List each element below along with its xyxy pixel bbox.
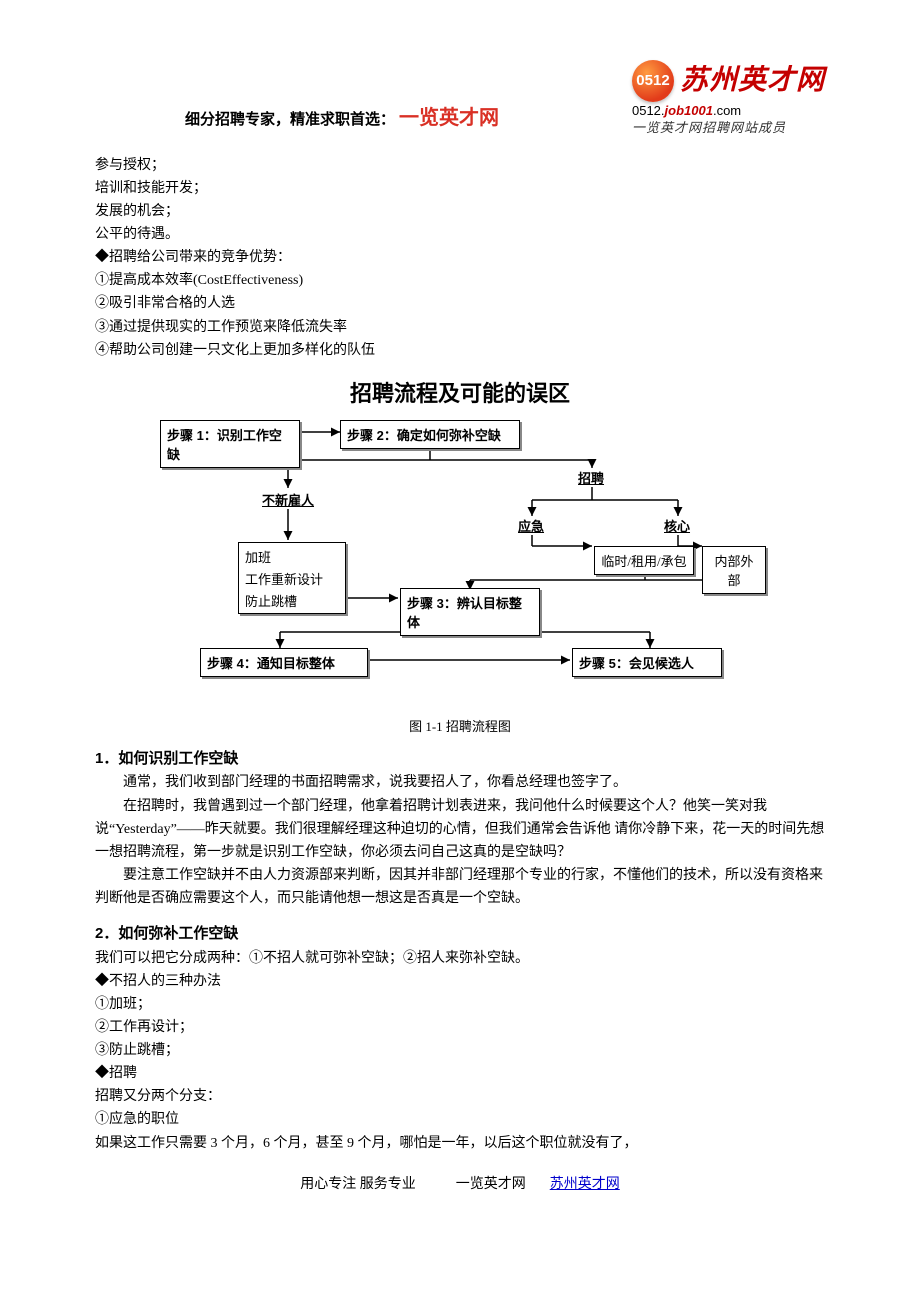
flow-label-recruit: 招聘 — [576, 468, 606, 487]
section2-line: ②工作再设计； — [95, 1016, 825, 1039]
flow-node-nohire-sub: 加班 工作重新设计 防止跳槽 — [238, 542, 346, 614]
section2-line: ①应急的职位 — [95, 1108, 825, 1131]
section-2: 2．如何弥补工作空缺 我们可以把它分成两种：①不招人就可弥补空缺；②招人来弥补空… — [95, 922, 825, 1155]
nohire-sub-line: 加班 — [245, 547, 339, 569]
section2-line: 我们可以把它分成两种：①不招人就可弥补空缺；②招人来弥补空缺。 — [95, 947, 825, 970]
flow-node-step4: 步骤 4：通知目标整体 — [200, 648, 368, 677]
nohire-sub-line: 防止跳槽 — [245, 591, 339, 613]
section-1: 1．如何识别工作空缺 通常，我们收到部门经理的书面招聘需求，说我要招人了，你看总… — [95, 747, 825, 910]
flow-node-step1: 步骤 1：识别工作空缺 — [160, 420, 300, 468]
intro-line: 参与授权； — [95, 154, 825, 177]
flow-node-emergency-sub: 临时/租用/承包 — [594, 546, 694, 575]
intro-line: ③通过提供现实的工作预览来降低流失率 — [95, 316, 825, 339]
slogan: 细分招聘专家，精准求职首选：一览英才网 — [185, 101, 499, 136]
intro-line: 公平的待遇。 — [95, 223, 825, 246]
logo-badge-icon: 0512 — [632, 60, 674, 102]
intro-line: ◆招聘给公司带来的竞争优势： — [95, 246, 825, 269]
diagram-title: 招聘流程及可能的误区 — [95, 376, 825, 408]
page-footer: 用心专注 服务专业 一览英才网 苏州英才网 — [95, 1173, 825, 1193]
logo-url: 0512.job1001.com — [632, 104, 825, 119]
intro-line: 发展的机会； — [95, 200, 825, 223]
logo-subtitle: 一览英才网招聘网站成员 — [632, 121, 825, 136]
flow-label-emergency: 应急 — [516, 516, 546, 535]
slogan-brand: 一览英才网 — [399, 107, 499, 129]
section2-line: ③防止跳槽； — [95, 1039, 825, 1062]
section2-line: ◆招聘 — [95, 1062, 825, 1085]
footer-t2: 一览英才网 — [456, 1177, 526, 1192]
slogan-text: 细分招聘专家，精准求职首选： — [185, 111, 395, 128]
section2-head: 2．如何弥补工作空缺 — [95, 922, 825, 947]
intro-line: ①提高成本效率(CostEffectiveness) — [95, 269, 825, 292]
flow-node-step2: 步骤 2：确定如何弥补空缺 — [340, 420, 520, 449]
logo-url-part2: job1001 — [665, 103, 713, 118]
section1-p3: 要注意工作空缺并不由人力资源部来判断，因其并非部门经理那个专业的行家，不懂他们的… — [95, 864, 825, 910]
logo-url-part1: 0512. — [632, 103, 665, 118]
flowchart: 步骤 1：识别工作空缺 步骤 2：确定如何弥补空缺 不新雇人 招聘 应急 核心 … — [140, 418, 780, 698]
footer-t1: 用心专注 服务专业 — [300, 1177, 416, 1192]
flow-node-step3: 步骤 3：辨认目标整体 — [400, 588, 540, 636]
logo-cn-text: 苏州英才网 — [680, 65, 825, 97]
footer-link[interactable]: 苏州英才网 — [550, 1177, 620, 1192]
section1-p2: 在招聘时，我曾遇到过一个部门经理，他拿着招聘计划表进来，我问他什么时候要这个人？… — [95, 795, 825, 864]
section2-line: 招聘又分两个分支： — [95, 1085, 825, 1108]
intro-line: 培训和技能开发； — [95, 177, 825, 200]
section2-line: ◆不招人的三种办法 — [95, 970, 825, 993]
flow-label-nohire: 不新雇人 — [260, 490, 316, 509]
page-header: 细分招聘专家，精准求职首选：一览英才网 0512 苏州英才网 0512.job1… — [95, 60, 825, 136]
flow-label-core: 核心 — [662, 516, 692, 535]
diagram-caption: 图 1-1 招聘流程图 — [95, 716, 825, 735]
logo-block: 0512 苏州英才网 0512.job1001.com 一览英才网招聘网站成员 — [632, 60, 825, 136]
section1-p1: 通常，我们收到部门经理的书面招聘需求，说我要招人了，你看总经理也签字了。 — [95, 771, 825, 794]
logo-url-part3: .com — [713, 103, 741, 118]
section2-line: 如果这工作只需要 3 个月，6 个月，甚至 9 个月，哪怕是一年，以后这个职位就… — [95, 1132, 825, 1155]
flow-node-step5: 步骤 5：会见候选人 — [572, 648, 722, 677]
section2-line: ①加班； — [95, 993, 825, 1016]
section1-head: 1．如何识别工作空缺 — [95, 747, 825, 772]
intro-line: ④帮助公司创建一只文化上更加多样化的队伍 — [95, 339, 825, 362]
flow-node-core-sub: 内部外部 — [702, 546, 766, 594]
intro-line: ②吸引非常合格的人选 — [95, 292, 825, 315]
intro-block: 参与授权； 培训和技能开发； 发展的机会； 公平的待遇。 ◆招聘给公司带来的竞争… — [95, 154, 825, 362]
nohire-sub-line: 工作重新设计 — [245, 569, 339, 591]
